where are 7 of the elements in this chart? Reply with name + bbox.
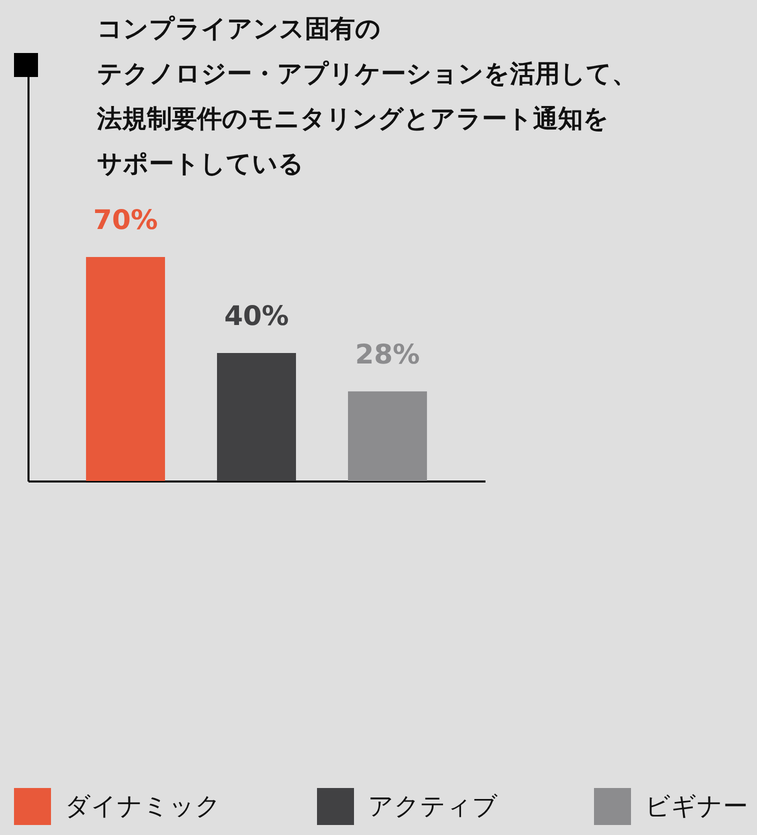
legend-label: ダイナミック [65,792,221,820]
data-label: 40% [224,301,289,332]
legend-label: ビギナー [645,792,748,820]
legend-label: アクティブ [368,792,498,820]
data-label: 28% [355,339,420,370]
text: コンプライアンス固有のテクノロジー・アプリケーションを活用して、法規制要件のモニタリングとアラート通知をサポートしている [96,14,637,178]
data-label: 70% [93,205,158,236]
